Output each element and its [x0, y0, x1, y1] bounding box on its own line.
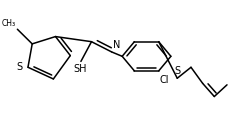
Text: S: S — [17, 62, 23, 72]
Text: CH₃: CH₃ — [1, 19, 16, 28]
Text: SH: SH — [73, 64, 86, 74]
Text: Cl: Cl — [160, 75, 169, 84]
Text: N: N — [113, 40, 120, 50]
Text: S: S — [175, 66, 181, 76]
